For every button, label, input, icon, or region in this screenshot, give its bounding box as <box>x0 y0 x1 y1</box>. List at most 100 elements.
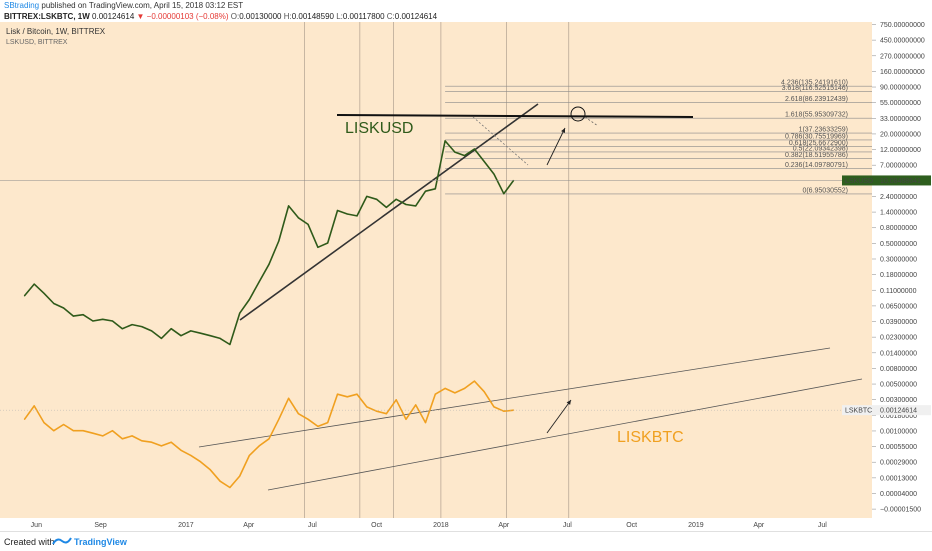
close-value: 0.00124614 <box>394 12 438 21</box>
series-point-lskusd <box>356 215 358 217</box>
series-point-lskbtc <box>405 418 407 420</box>
y-tick-label-18: 0.06500000 <box>880 303 917 310</box>
y-tick-label-31: −0.00001500 <box>880 507 921 514</box>
last-price: 0.00124614 <box>92 12 135 21</box>
target-circle[interactable] <box>570 106 586 122</box>
series-point-lskbtc <box>473 380 476 382</box>
plot-area[interactable] <box>0 22 872 518</box>
published-text: published on TradingView.com, April 15, … <box>41 1 244 10</box>
y-tick-label-26: 0.00100000 <box>880 428 917 435</box>
high-value: 0.00148590 <box>291 12 334 21</box>
y-tick-label-15: 0.30000000 <box>880 256 917 263</box>
low-value: 0.00117800 <box>342 12 385 21</box>
y-tick-label-6: 33.00000000 <box>880 116 921 123</box>
series-point-lskusd <box>121 328 123 330</box>
series-point-lskbtc <box>239 475 241 477</box>
series-point-lskbtc <box>483 391 485 393</box>
publish-info: SBtrading published on TradingView.com, … <box>4 1 243 10</box>
series-point-lskbtc <box>346 396 348 398</box>
series-point-lskusd <box>336 209 339 212</box>
series-point-lskusd <box>483 160 485 163</box>
fib-label-6: 1(37.23633259) <box>799 127 848 134</box>
series-point-lskusd <box>405 203 407 206</box>
series-point-lskusd <box>346 213 348 215</box>
support-trendline[interactable] <box>239 103 539 321</box>
series-point-lskbtc <box>190 454 192 456</box>
series-point-lskusd <box>131 324 133 326</box>
series-point-lskbtc <box>287 397 290 399</box>
channel-lower-line[interactable] <box>267 378 863 491</box>
y-tick-label-28: 0.00029000 <box>880 460 917 467</box>
series-point-lskbtc <box>503 410 505 412</box>
down-arrow-icon: ▼ <box>136 12 145 21</box>
x-tick-label-2: 2017 <box>178 522 194 529</box>
series-point-lskbtc <box>121 438 123 440</box>
x-tick-label-1: Sep <box>94 522 107 529</box>
fib-label-2: 0.382(18.51955786) <box>785 152 848 159</box>
series-point-lskusd <box>297 217 299 219</box>
series-point-lskusd <box>102 318 104 320</box>
tradingview-logo-icon <box>52 537 72 545</box>
y-tick-label-8: 12.00000000 <box>880 147 921 154</box>
y-tick-label-25: 0.00180000 <box>880 413 917 420</box>
resistance-line[interactable] <box>336 114 694 118</box>
y-tick-label-9: 7.00000000 <box>880 163 917 170</box>
series-point-lskbtc <box>72 430 74 432</box>
channel-upper-line[interactable] <box>198 347 831 448</box>
series-point-lskbtc <box>297 413 299 415</box>
series-point-lskusd <box>180 335 182 337</box>
series-point-lskbtc <box>53 430 55 432</box>
series-point-lskusd <box>111 320 114 322</box>
series-point-lskusd <box>366 195 368 197</box>
y-tick-label-17: 0.11000000 <box>880 288 917 295</box>
y-tick-label-16: 0.18000000 <box>880 272 917 279</box>
low-label: L: <box>336 12 343 21</box>
series-point-lskusd <box>190 330 192 332</box>
lskbtc-annotation: LISKBTC <box>617 429 684 446</box>
series-point-lskbtc <box>424 422 427 424</box>
x-tick-label-9: Oct <box>626 522 637 529</box>
badge-value-0: 10.08488641 <box>880 178 921 185</box>
series-point-lskbtc <box>395 399 397 401</box>
y-tick-label-19: 0.03900000 <box>880 319 917 326</box>
x-tick-label-11: Apr <box>753 522 765 529</box>
btc-up-arrow[interactable] <box>546 399 572 434</box>
x-tick-label-7: Apr <box>498 522 510 529</box>
usd-up-arrow[interactable] <box>546 127 566 166</box>
y-tick-label-11: 2.40000000 <box>880 194 917 201</box>
series-point-lskbtc <box>23 418 26 420</box>
series-point-lskusd <box>327 242 329 244</box>
y-tick-label-21: 0.01400000 <box>880 350 917 357</box>
series-point-lskbtc <box>219 480 221 482</box>
series-point-lskusd <box>317 246 319 248</box>
y-tick-label-4: 90.00000000 <box>880 85 921 92</box>
time-axis-panel[interactable] <box>0 518 872 531</box>
series-point-lskbtc <box>366 406 368 408</box>
series-point-lskbtc <box>444 387 446 389</box>
author-link[interactable]: SBtrading <box>4 1 40 10</box>
open-value: 0.00130000 <box>239 12 282 21</box>
series-point-lskusd <box>434 188 436 190</box>
y-tick-label-27: 0.00055000 <box>880 444 917 451</box>
close-label: C: <box>386 12 395 21</box>
symbol-header: BITTREX:LSKBTC, 1W 0.00124614 ▼ −0.00000… <box>4 12 437 21</box>
series-point-lskbtc <box>454 392 456 394</box>
series-point-lskusd <box>229 343 231 346</box>
projection-dashed-line <box>472 116 529 166</box>
projection-arrow-line <box>584 116 599 127</box>
series-point-lskbtc <box>307 418 309 420</box>
series-point-lskbtc <box>82 430 84 432</box>
fib-label-5: 0.786(30.75519969) <box>785 133 848 140</box>
y-tick-label-30: 0.00004000 <box>880 491 917 498</box>
y-tick-label-5: 55.00000000 <box>880 100 921 107</box>
fib-label-8: 2.618(86.23912439) <box>785 96 848 103</box>
series-point-lskusd <box>239 312 241 314</box>
x-tick-label-6: 2018 <box>433 522 449 529</box>
price-chart[interactable]: Lisk / Bitcoin, 1W, BITTREX LSKUSD, BITT… <box>0 22 932 531</box>
y-tick-label-22: 0.00800000 <box>880 366 917 373</box>
price-axis-panel[interactable] <box>872 22 932 531</box>
y-tick-label-7: 20.00000000 <box>880 131 921 138</box>
tradingview-brand[interactable]: TradingView <box>74 537 127 547</box>
series-point-lskusd <box>72 315 74 317</box>
badge-value-1: 0.00124614 <box>880 408 917 415</box>
